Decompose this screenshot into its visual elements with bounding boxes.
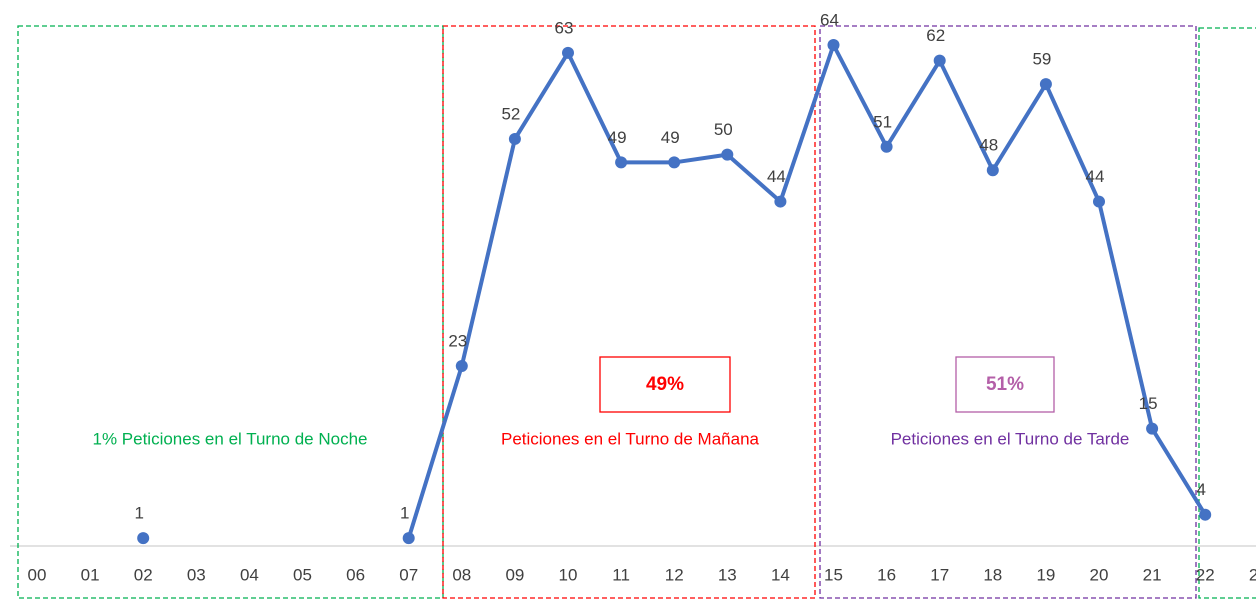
data-label: 1 bbox=[400, 504, 409, 523]
data-point bbox=[774, 195, 787, 208]
annotation: 51% bbox=[986, 374, 1024, 395]
x-tick-label: 08 bbox=[452, 565, 471, 584]
data-label: 59 bbox=[1032, 50, 1051, 69]
data-label: 63 bbox=[555, 18, 574, 37]
x-tick-label: 06 bbox=[346, 565, 365, 584]
share-box bbox=[955, 356, 1055, 413]
annotation: Peticiones en el Turno de Mañana bbox=[501, 429, 760, 448]
data-point bbox=[1146, 422, 1159, 435]
x-tick-label: 17 bbox=[930, 565, 949, 584]
data-label: 44 bbox=[1086, 167, 1105, 186]
series-line bbox=[406, 43, 1207, 539]
data-point bbox=[1093, 195, 1105, 208]
morning-zone bbox=[442, 25, 816, 599]
share-box bbox=[599, 356, 731, 413]
data-point bbox=[1199, 508, 1212, 521]
x-tick-label: 19 bbox=[1036, 565, 1055, 584]
x-tick-label: 10 bbox=[559, 565, 578, 584]
night-zone bbox=[1198, 27, 1256, 599]
data-point bbox=[880, 140, 893, 153]
data-label: 48 bbox=[979, 136, 998, 155]
data-point bbox=[827, 39, 840, 51]
annotation: Peticiones en el Turno de Tarde bbox=[891, 429, 1130, 448]
data-label: 15 bbox=[1139, 394, 1158, 413]
data-point bbox=[562, 46, 574, 59]
data-point bbox=[615, 156, 628, 169]
data-label: 4 bbox=[1196, 480, 1205, 499]
data-point bbox=[137, 532, 150, 545]
data-label: 49 bbox=[608, 128, 627, 147]
x-tick-label: 23 bbox=[1249, 565, 1256, 584]
data-label: 51 bbox=[873, 112, 892, 131]
data-label: 49 bbox=[661, 128, 680, 147]
x-tick-label: 01 bbox=[81, 565, 100, 584]
data-point bbox=[721, 148, 734, 161]
x-tick-label: 04 bbox=[240, 565, 259, 584]
x-tick-label: 09 bbox=[505, 565, 524, 584]
x-tick-label: 16 bbox=[877, 565, 896, 584]
annotation: 49% bbox=[646, 374, 684, 395]
afternoon-zone bbox=[819, 25, 1197, 599]
data-point bbox=[508, 132, 521, 145]
annotation: 1% Peticiones en el Turno de Noche bbox=[92, 429, 367, 448]
x-tick-label: 00 bbox=[28, 565, 47, 584]
x-tick-label: 21 bbox=[1143, 565, 1162, 584]
data-label: 44 bbox=[767, 167, 786, 186]
x-tick-label: 20 bbox=[1090, 565, 1109, 584]
data-point bbox=[455, 359, 468, 372]
x-tick-label: 18 bbox=[983, 565, 1002, 584]
x-tick-label: 03 bbox=[187, 565, 206, 584]
data-label: 23 bbox=[448, 331, 467, 350]
x-tick-label: 02 bbox=[134, 565, 153, 584]
data-point bbox=[933, 54, 946, 67]
data-label: 1 bbox=[134, 504, 143, 523]
x-tick-label: 14 bbox=[771, 565, 790, 584]
x-tick-label: 05 bbox=[293, 565, 312, 584]
data-point bbox=[986, 164, 999, 177]
x-tick-label: 13 bbox=[718, 565, 737, 584]
x-tick-label: 15 bbox=[824, 565, 843, 584]
night-zone bbox=[17, 25, 444, 599]
data-point bbox=[668, 156, 681, 169]
data-label: 50 bbox=[714, 120, 733, 139]
data-label: 52 bbox=[501, 104, 520, 123]
x-tick-label: 07 bbox=[399, 565, 418, 584]
x-tick-label: 22 bbox=[1196, 565, 1215, 584]
x-tick-label: 12 bbox=[665, 565, 684, 584]
data-point bbox=[402, 532, 415, 545]
data-label: 62 bbox=[926, 26, 945, 45]
x-tick-label: 11 bbox=[612, 565, 630, 584]
data-label: 64 bbox=[820, 10, 839, 29]
data-point bbox=[1039, 78, 1052, 91]
